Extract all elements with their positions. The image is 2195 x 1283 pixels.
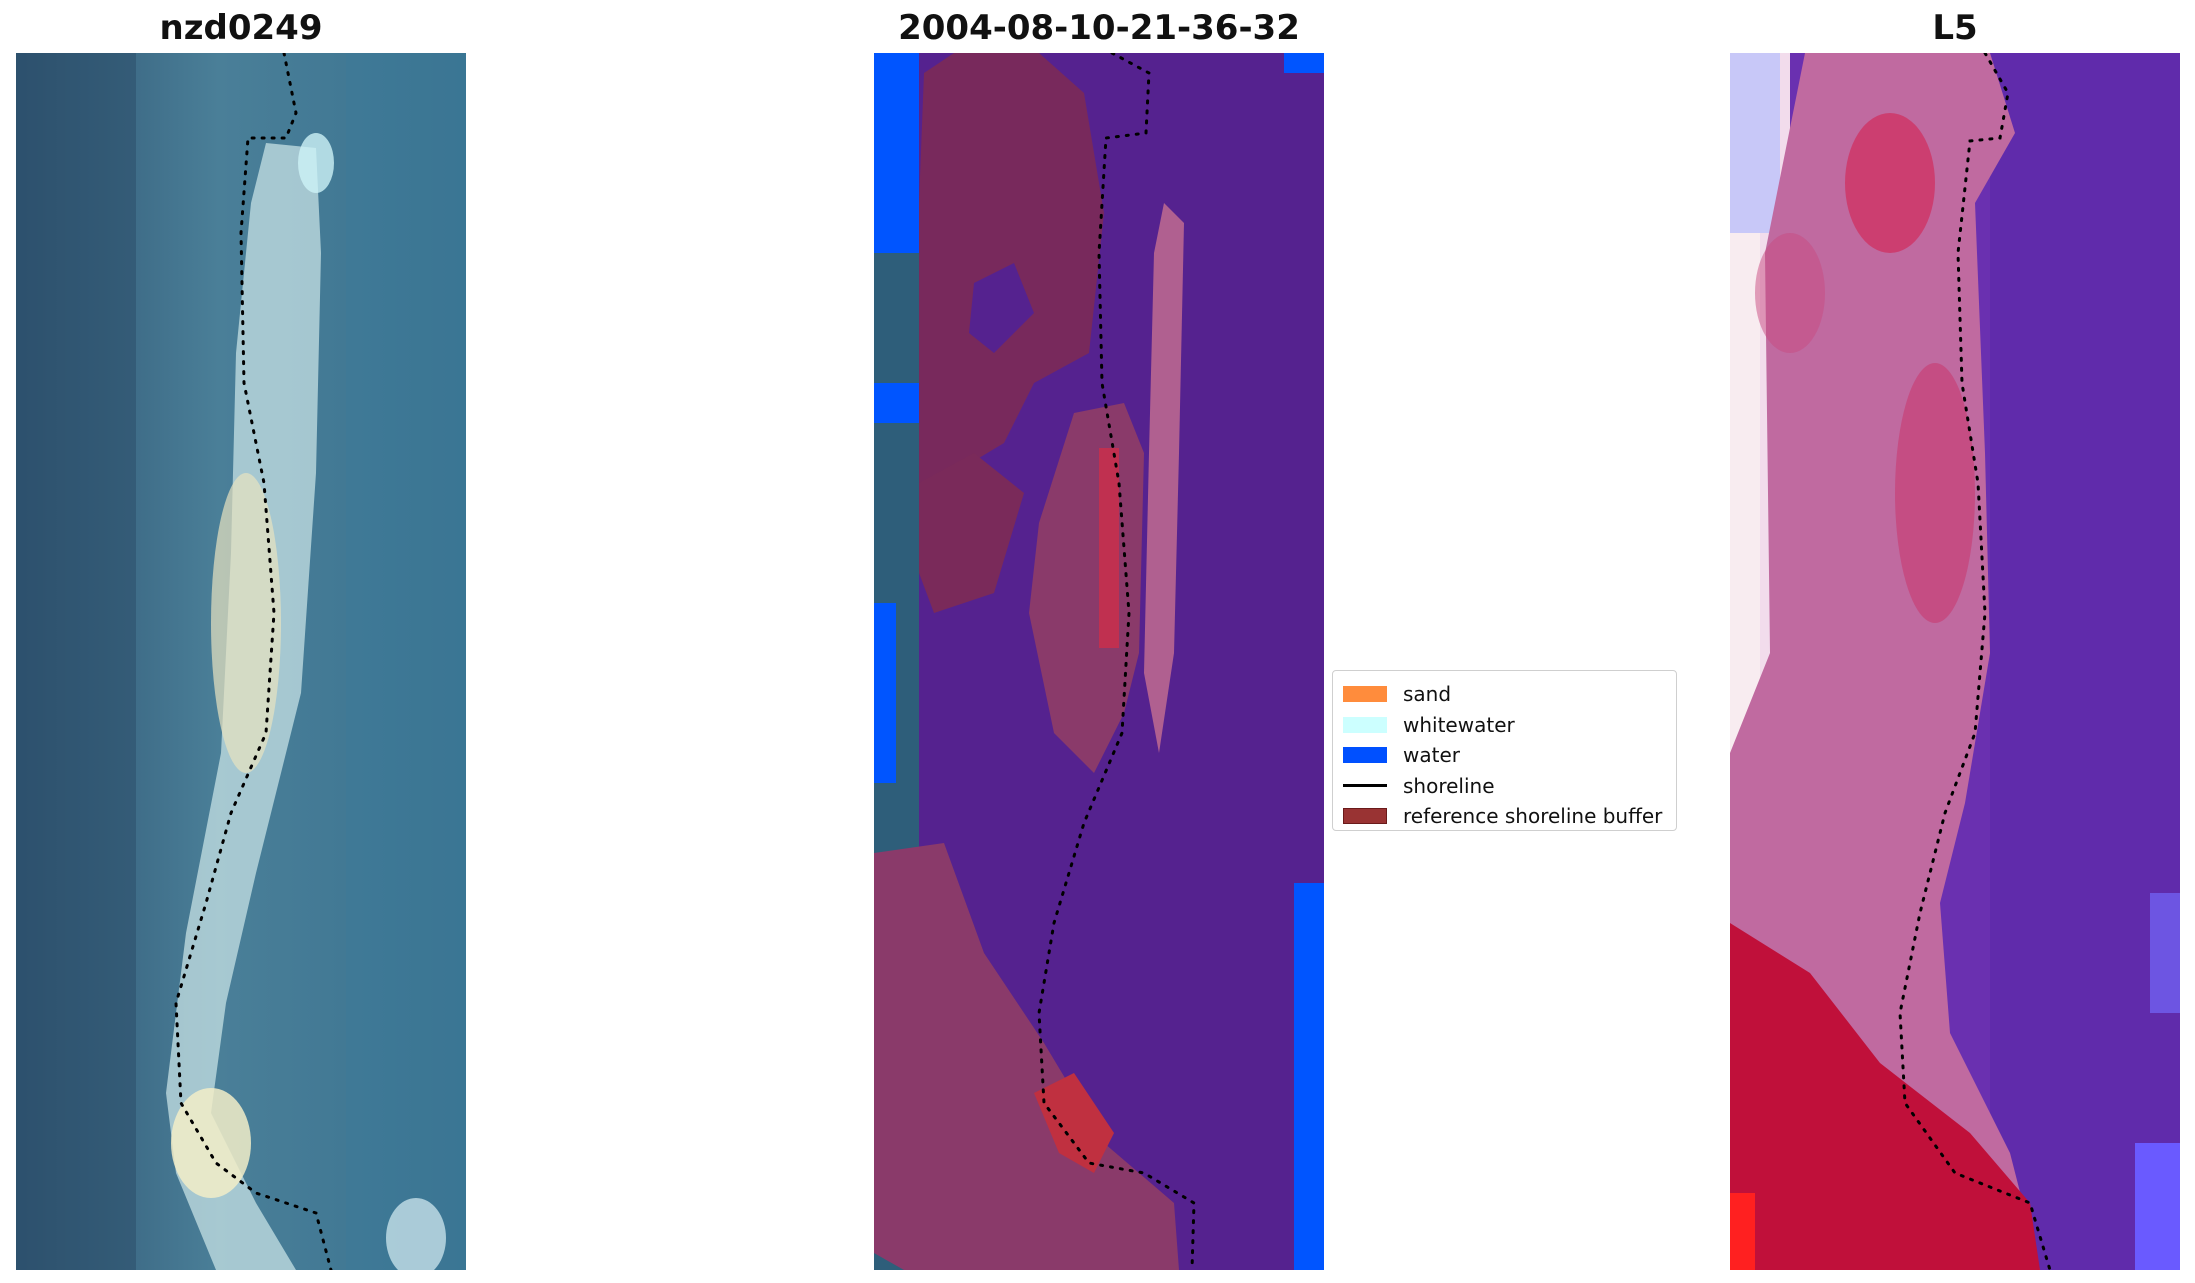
rgb-shoreline — [174, 53, 333, 1270]
legend-item-sand: sand — [1343, 679, 1666, 710]
legend: sand whitewater water shoreline referenc… — [1332, 670, 1677, 831]
panel-title-classification: 2004-08-10-21-36-32 — [898, 8, 1300, 48]
legend-label-whitewater: whitewater — [1403, 712, 1515, 737]
index-beach — [1730, 53, 2040, 1270]
classification-panel — [874, 53, 1324, 1270]
class-shoreline — [1037, 53, 1196, 1270]
legend-swatch-water — [1343, 747, 1387, 764]
legend-item-water: water — [1343, 740, 1666, 771]
legend-item-shoreline: shoreline — [1343, 771, 1666, 802]
panel-title-index: L5 — [1932, 8, 1978, 48]
legend-label-water: water — [1403, 743, 1460, 768]
index-right-blue — [2135, 1143, 2180, 1270]
legend-item-buffer: reference shoreline buffer — [1343, 801, 1666, 832]
class-right-water — [1294, 883, 1324, 1270]
class-buffer-bottom — [874, 843, 1179, 1270]
index-red-zone — [1730, 923, 2040, 1270]
legend-label-buffer: reference shoreline buffer — [1403, 804, 1663, 829]
class-red-patch — [1099, 448, 1119, 648]
legend-label-sand: sand — [1403, 682, 1452, 707]
panel-title-rgb: nzd0249 — [159, 8, 323, 48]
rgb-image-panel — [16, 53, 466, 1270]
rgb-sand-patch — [211, 473, 281, 773]
legend-swatch-sand — [1343, 686, 1387, 703]
legend-swatch-whitewater — [1343, 716, 1387, 733]
index-shoreline — [1898, 53, 2052, 1270]
legend-label-shoreline: shoreline — [1403, 773, 1495, 798]
index-panel — [1730, 53, 2180, 1270]
legend-swatch-buffer — [1343, 808, 1387, 825]
legend-item-whitewater: whitewater — [1343, 710, 1666, 741]
legend-swatch-shoreline — [1343, 784, 1387, 788]
